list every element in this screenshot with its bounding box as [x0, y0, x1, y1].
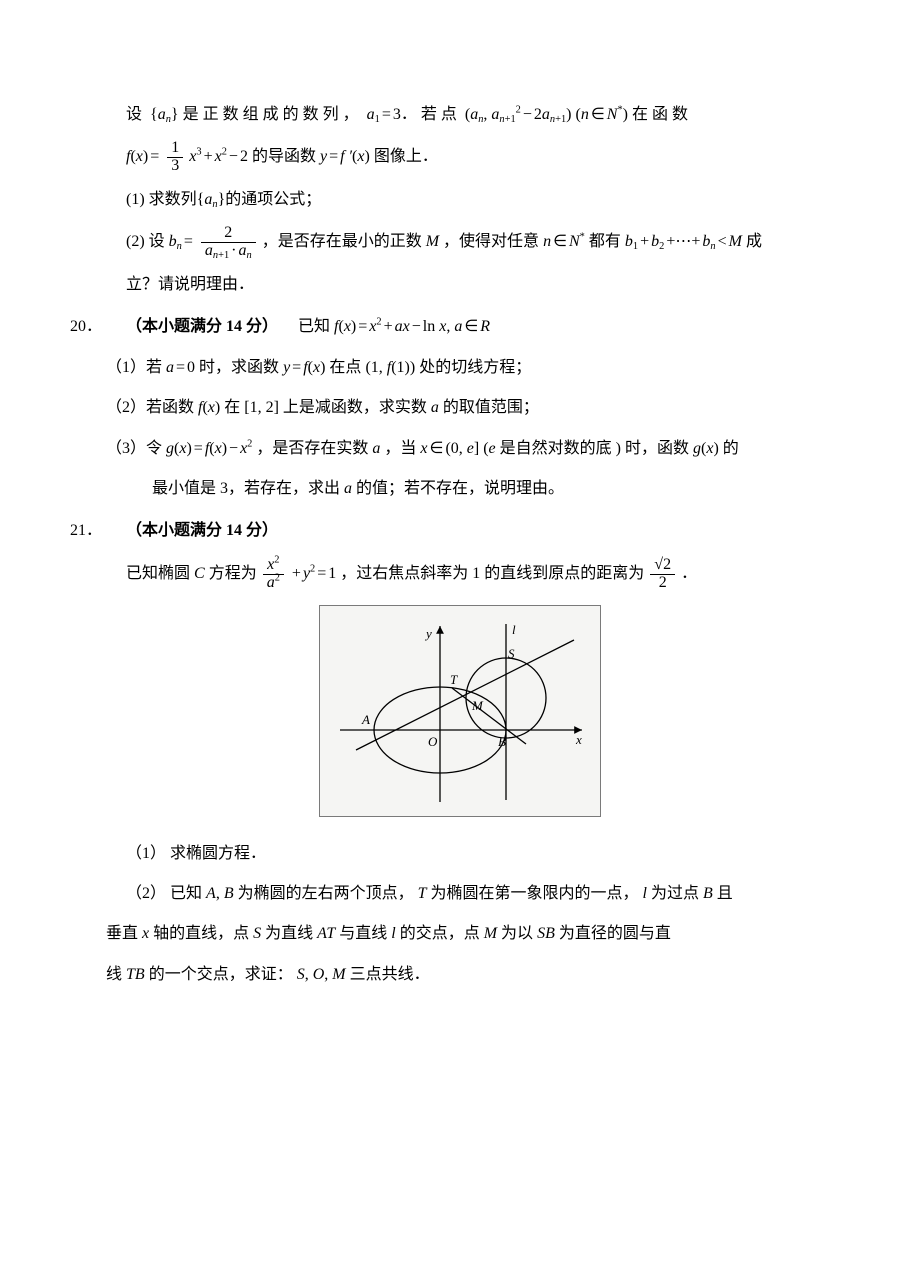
q21-p2-l3: 线 TB 的一个交点，求证： S, O, M 三点共线． [106, 960, 850, 990]
text: ，是否存在最小的正数 [262, 233, 422, 250]
text: 的导函数 [252, 148, 316, 165]
q21-p2-l2: 垂直 x 轴的直线，点 S 为直线 AT 与直线 l 的交点，点 M 为以 SB… [106, 919, 850, 949]
text: 设 [149, 233, 165, 250]
label: (1) [126, 191, 145, 208]
text: 为直线 [265, 925, 313, 942]
label: （1）若 [106, 359, 162, 376]
text: 为过点 [651, 885, 699, 902]
deriv: y=f ′(x) [320, 148, 370, 165]
text: 都有 [589, 233, 621, 250]
M: M [426, 233, 439, 250]
bn-def: bn= 2an+1·an [169, 233, 262, 250]
q21-number: 21． [70, 516, 126, 546]
q20-p2: （2）若函数 f(x) 在 [1, 2] 上是减函数，求实数 a 的取值范围； [106, 393, 850, 423]
q19-part2-l2: 立？请说明理由． [126, 270, 850, 300]
q21-p2-l1: （2） 已知 A, B 为椭圆的左右两个顶点， T 为椭圆在第一象限内的一点， … [126, 879, 850, 909]
text: 为椭圆在第一象限内的一点， [431, 885, 639, 902]
text: 处的切线方程； [419, 359, 531, 376]
svg-text:x: x [575, 732, 582, 747]
text: 为椭圆的左右两个顶点， [238, 885, 414, 902]
svg-text:S: S [508, 646, 515, 661]
text: 求椭圆方程． [170, 845, 266, 862]
label: （2）若函数 [106, 399, 194, 416]
text: 垂直 [106, 925, 138, 942]
text: 三点共线． [350, 966, 430, 983]
text: 的值；若不存在，说明理由。 [356, 480, 564, 497]
n-domain: (n∈N*) [576, 106, 628, 123]
text: 在函数 [632, 106, 692, 123]
q20-number: 20． [70, 312, 126, 342]
a1: a1=3 [367, 106, 401, 123]
q20-p3-l1: （3）令 g(x)=f(x)−x2 ，是否存在实数 a ，当 x∈(0, e] … [106, 434, 850, 464]
text: ，当 [384, 440, 416, 457]
svg-text:M: M [471, 698, 484, 713]
seq-an: {an} [150, 106, 179, 123]
label: （2） [126, 885, 166, 902]
svg-text:O: O [428, 734, 438, 749]
text: 轴的直线，点 [153, 925, 249, 942]
q21-header: 21． （本小题满分 14 分） [70, 516, 850, 546]
q19-part2-l1: (2) 设 bn= 2an+1·an ，是否存在最小的正数 M ，使得对任意 n… [126, 225, 850, 260]
text: 已知椭圆 [126, 565, 190, 582]
text: 为直径的圆与直 [559, 925, 671, 942]
q20-header: 20． （本小题满分 14 分） 已知 f(x)=x2+ax−ln x, a∈R [70, 312, 850, 342]
text: 时，函数 [625, 440, 689, 457]
text: 为以 [501, 925, 533, 942]
svg-text:B: B [498, 734, 506, 749]
q21-intro: 已知椭圆 C 方程为 x2a2 +y2=1 ，过右焦点斜率为 1 的直线到原点的… [126, 557, 850, 592]
label: （3）令 [106, 440, 162, 457]
sum-ineq: b1+b2+⋯+bn<M [625, 233, 742, 250]
q19-part1: (1) 求数列{an}的通项公式； [126, 185, 850, 215]
text: 设 [126, 106, 146, 123]
text: 的通项公式； [225, 191, 321, 208]
q19-intro-line1: 设 {an} 是正数组成的数列， a1=3． 若点 (an, an+12−2an… [126, 100, 850, 130]
text: 立？请说明理由． [126, 276, 254, 293]
text: 的取值范围； [443, 399, 539, 416]
q20-heading: （本小题满分 14 分） [126, 318, 278, 335]
q19-intro-line2: f(x)= 13 x3+x2−2 的导函数 y=f ′(x) 图像上． [126, 140, 850, 175]
text: 在 [224, 399, 240, 416]
q21-heading: （本小题满分 14 分） [126, 516, 278, 546]
q20-fx: f(x)=x2+ax−ln x, a∈R [334, 318, 490, 335]
figure-box: y l x A O B TM S [319, 605, 601, 817]
text: 已知 [170, 885, 202, 902]
text: 时，求函数 [199, 359, 279, 376]
text: 方程为 [209, 565, 257, 582]
ellipse-diagram: y l x A O B TM S [330, 612, 590, 808]
svg-text:T: T [450, 672, 458, 687]
text: 若点 [421, 106, 461, 123]
text: 线 [106, 966, 122, 983]
n-in-N: n∈N* [543, 233, 585, 250]
text: ，是否存在实数 [256, 440, 368, 457]
text: 在点 [329, 359, 361, 376]
svg-text:l: l [512, 622, 516, 637]
text: 且 [717, 885, 733, 902]
q21-figure: y l x A O B TM S [70, 605, 850, 828]
text: 的 [723, 440, 739, 457]
svg-text:A: A [361, 712, 370, 727]
q20-p3-l2: 最小值是 3，若存在，求出 a 的值；若不存在，说明理由。 [152, 474, 850, 504]
text: ，过右焦点斜率为 1 的直线到原点的距离为 [340, 565, 644, 582]
text: 成 [746, 233, 762, 250]
text: 的一个交点，求证： [149, 966, 293, 983]
text: 与直线 [339, 925, 387, 942]
q21-p1: （1） 求椭圆方程． [126, 839, 850, 869]
text: 是正数组成的数列， [183, 106, 363, 123]
fx-expr: f(x)= 13 x3+x2−2 [126, 148, 252, 165]
text: 已知 [298, 318, 330, 335]
point-expr: (an, an+12−2an+1) [465, 106, 576, 123]
q20-p1: （1）若 a=0 时，求函数 y=f(x) 在点 (1, f(1)) 处的切线方… [106, 353, 850, 383]
text: 最小值是 3，若存在，求出 [152, 480, 340, 497]
text: 求数列 [149, 191, 197, 208]
text: ，使得对任意 [443, 233, 539, 250]
text: 上是减函数，求实数 [283, 399, 427, 416]
text: 图像上． [374, 148, 438, 165]
text: 的交点，点 [400, 925, 480, 942]
label: （1） [126, 845, 166, 862]
label: (2) [126, 233, 145, 250]
svg-text:y: y [424, 626, 432, 641]
text: ． [681, 565, 697, 582]
